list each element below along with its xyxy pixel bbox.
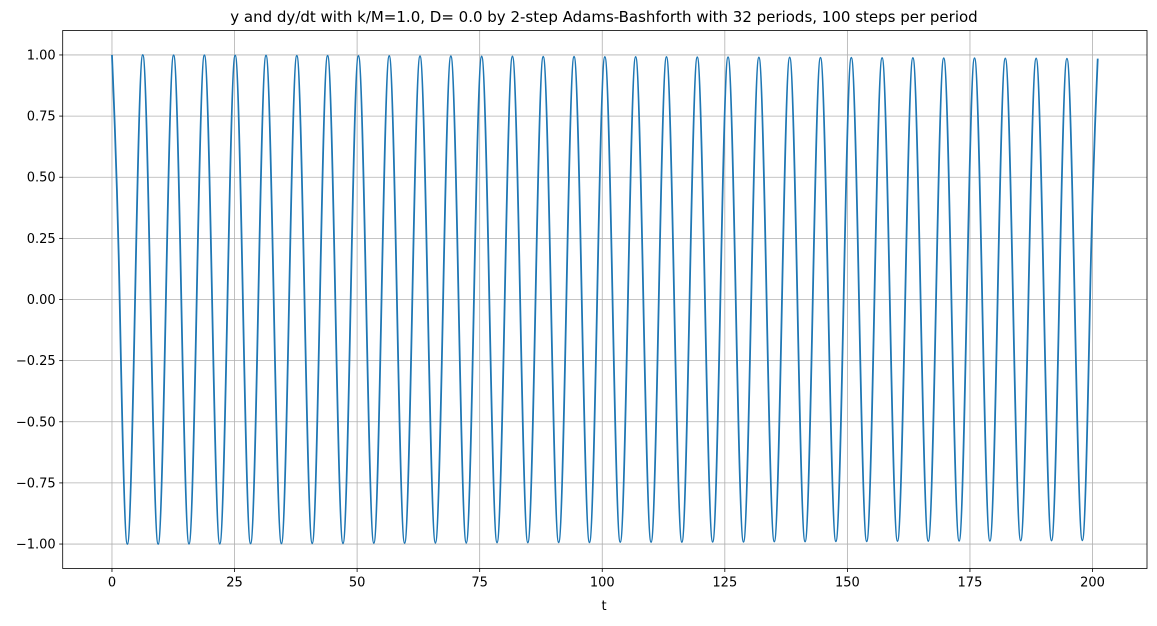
x-tick-label: 75 [471, 576, 488, 591]
x-tick-label: 50 [349, 576, 366, 591]
chart-title: y and dy/dt with k/M=1.0, D= 0.0 by 2-st… [230, 8, 977, 26]
x-tick-label: 0 [108, 576, 116, 591]
y-tick-label: 1.00 [27, 48, 56, 63]
y-tick-label: 0.00 [27, 293, 56, 308]
x-tick-label: 25 [226, 576, 243, 591]
plot-frame [62, 30, 1148, 569]
x-tick-label: 150 [835, 576, 860, 591]
x-tick-label: 175 [958, 576, 983, 591]
y-tick-label: 0.50 [27, 171, 56, 186]
x-tick-label: 125 [712, 576, 737, 591]
x-tick-label: 200 [1080, 576, 1105, 591]
y-tick-label: 0.75 [27, 110, 56, 125]
y-tick-label: −0.75 [16, 476, 56, 491]
y-tick-label: −0.50 [16, 415, 56, 430]
y-tick-label: −1.00 [16, 538, 56, 553]
y-tick-label: 0.25 [27, 232, 56, 247]
x-tick-label: 100 [590, 576, 615, 591]
data-line [111, 54, 1099, 545]
x-axis-label: t [601, 599, 606, 614]
y-tick-label: −0.25 [16, 354, 56, 369]
